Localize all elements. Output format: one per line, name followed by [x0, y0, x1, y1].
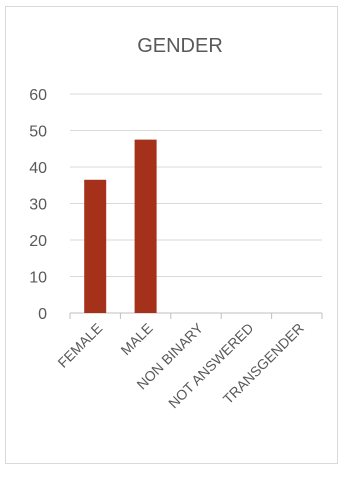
y-tick-label: 30	[29, 197, 47, 214]
x-category-label: NOT ANSWERED	[165, 320, 256, 411]
y-tick-label: 40	[29, 160, 47, 177]
y-tick-label: 60	[29, 87, 47, 104]
bar-male	[134, 139, 157, 313]
y-tick-label: 10	[29, 270, 47, 287]
y-tick-label: 20	[29, 233, 47, 250]
x-category-label: FEMALE	[54, 320, 105, 371]
y-tick-label: 50	[29, 124, 47, 141]
x-category-label: MALE	[117, 320, 155, 358]
chart-frame	[5, 6, 338, 464]
y-tick-label: 0	[38, 306, 47, 323]
bar-female	[84, 179, 107, 313]
chart-title: GENDER	[137, 35, 223, 57]
